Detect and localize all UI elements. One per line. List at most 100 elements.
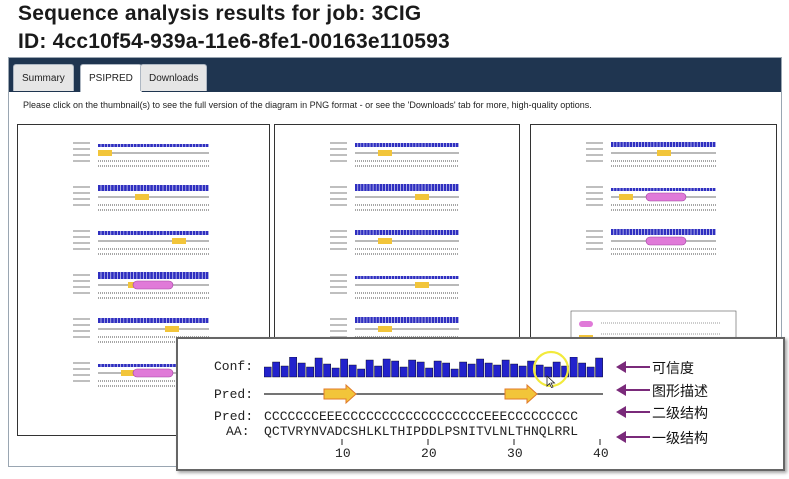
tab-downloads[interactable]: Downloads <box>140 64 208 91</box>
mini-conf-bar <box>623 229 626 235</box>
mini-strand <box>619 194 633 200</box>
mini-conf-bar <box>182 144 186 147</box>
mini-conf-bar <box>124 318 127 323</box>
mini-conf-bar <box>394 276 398 279</box>
mini-conf-bar <box>186 144 189 147</box>
mini-helix <box>132 368 174 378</box>
mini-conf-bar <box>169 364 173 367</box>
mini-conf-bar <box>400 276 404 279</box>
mini-conf-bar <box>410 143 413 147</box>
tab-psipred[interactable]: PSIPRED <box>80 64 142 92</box>
mini-conf-bar <box>140 318 144 323</box>
page-title: Sequence analysis results for job: 3CIG <box>18 2 422 25</box>
mini-conf-bar <box>173 231 176 235</box>
job-id: ID: 4cc10f54-939a-11e6-8fe1-00163e110593 <box>18 30 450 53</box>
mini-conf-bar <box>651 142 654 147</box>
mini-conf-bar <box>205 318 209 323</box>
mini-strand <box>415 282 429 288</box>
mini-conf-bar <box>611 188 614 191</box>
mini-conf-bar <box>111 364 114 367</box>
mini-conf-bar <box>370 184 373 191</box>
mini-conf-bar <box>455 143 459 147</box>
mini-conf-bar <box>632 229 636 235</box>
mini-conf-bar <box>638 188 642 191</box>
mini-conf-bar <box>455 317 459 323</box>
mini-conf-bar <box>364 276 367 279</box>
mini-conf-bar <box>638 142 642 147</box>
mini-conf-bar <box>127 231 131 235</box>
mini-conf-bar <box>182 185 186 191</box>
mini-conf-bar <box>669 142 673 147</box>
strand-arrow-2 <box>504 383 538 405</box>
mini-conf-bar <box>182 318 186 323</box>
mini-conf-bar <box>425 184 428 191</box>
mini-conf-bar <box>648 188 651 191</box>
mini-conf-bar <box>385 184 389 191</box>
page-header: Sequence analysis results for job: 3CIG … <box>18 0 450 56</box>
mini-conf-bar <box>166 318 170 323</box>
mini-conf-bar <box>107 185 111 191</box>
mini-conf-bar <box>394 230 398 235</box>
mini-conf-bar <box>150 144 153 147</box>
mini-conf-bar <box>107 364 111 367</box>
mini-conf-bar <box>107 144 111 147</box>
mini-conf-bar <box>425 276 428 279</box>
mini-conf-bar <box>428 143 431 147</box>
mini-conf-bar <box>124 272 127 279</box>
mini-conf-bar <box>150 272 153 279</box>
mini-conf-bar <box>397 230 401 235</box>
mini-conf-bar <box>117 185 121 191</box>
mini-conf-bar <box>179 231 183 235</box>
confidence-bar <box>442 362 451 378</box>
mini-conf-bar <box>130 185 134 191</box>
mini-conf-bar <box>355 143 358 147</box>
mini-conf-bar <box>446 184 450 191</box>
mini-conf-bar <box>440 276 444 279</box>
mini-conf-bar <box>358 143 361 147</box>
mini-conf-bar <box>202 185 206 191</box>
mini-conf-bar <box>361 276 364 279</box>
mini-conf-bar <box>358 276 361 279</box>
confidence-bar <box>297 362 306 378</box>
mini-conf-bar <box>397 184 401 191</box>
mini-conf-bar <box>410 317 413 323</box>
mini-conf-bar <box>202 318 206 323</box>
mini-conf-bar <box>700 142 704 147</box>
mini-conf-bar <box>709 188 713 191</box>
mini-conf-bar <box>370 143 373 147</box>
mini-conf-bar <box>124 364 127 367</box>
mini-conf-bar <box>114 318 117 323</box>
mini-conf-bar <box>403 230 407 235</box>
mini-conf-bar <box>379 317 382 323</box>
mini-conf-bar <box>422 317 425 323</box>
tab-summary[interactable]: Summary <box>13 64 74 91</box>
mini-legend-helix <box>579 321 593 327</box>
mini-conf-bar <box>137 185 140 191</box>
mini-conf-bar <box>410 276 413 279</box>
mini-conf-bar <box>434 184 437 191</box>
mini-conf-bar <box>437 276 441 279</box>
mini-conf-bar <box>440 230 444 235</box>
mini-conf-bar <box>407 184 410 191</box>
mini-conf-bar <box>111 185 114 191</box>
mini-conf-bar <box>385 230 389 235</box>
mini-conf-bar <box>176 272 180 279</box>
mini-conf-bar <box>153 364 157 367</box>
mini-conf-bar <box>160 185 163 191</box>
mini-conf-bar <box>666 229 670 235</box>
mini-conf-bar <box>614 142 617 147</box>
confidence-bar <box>510 363 519 378</box>
mini-conf-bar <box>703 229 707 235</box>
mini-conf-bar <box>382 184 385 191</box>
mini-conf-bar <box>376 184 379 191</box>
mini-conf-bar <box>355 230 358 235</box>
mini-conf-bar <box>147 144 150 147</box>
mini-conf-bar <box>697 188 700 191</box>
mini-conf-bar <box>706 229 710 235</box>
mini-conf-bar <box>166 231 170 235</box>
mini-conf-bar <box>358 317 361 323</box>
mouse-cursor-icon <box>546 375 556 388</box>
confidence-bar <box>314 357 323 378</box>
mini-conf-bar <box>403 143 407 147</box>
confidence-bar <box>416 361 425 378</box>
